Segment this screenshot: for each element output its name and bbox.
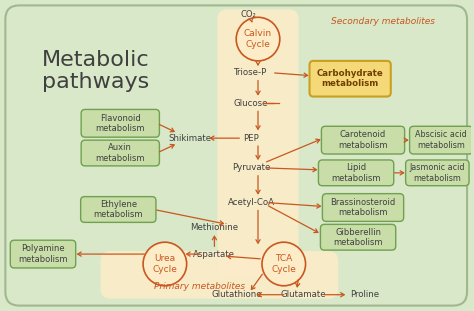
Text: Carotenoid
metabolism: Carotenoid metabolism — [338, 130, 388, 150]
Circle shape — [236, 17, 280, 61]
Text: Lipid
metabolism: Lipid metabolism — [331, 163, 381, 183]
Text: Aspartate: Aspartate — [193, 250, 236, 258]
FancyBboxPatch shape — [320, 224, 396, 250]
Text: Shikimate: Shikimate — [168, 134, 211, 143]
FancyBboxPatch shape — [81, 197, 156, 222]
Text: Metabolic
pathways: Metabolic pathways — [42, 50, 149, 91]
FancyBboxPatch shape — [410, 126, 473, 154]
Text: Glucose: Glucose — [234, 99, 268, 108]
Text: Urea
Cycle: Urea Cycle — [153, 254, 177, 274]
FancyBboxPatch shape — [321, 126, 405, 154]
FancyBboxPatch shape — [100, 251, 338, 299]
Circle shape — [143, 242, 187, 286]
Text: Secondary metabolites: Secondary metabolites — [331, 17, 435, 26]
Text: Triose-P: Triose-P — [235, 68, 268, 77]
Text: PEP: PEP — [243, 134, 259, 143]
Circle shape — [262, 242, 306, 286]
Text: CO₂: CO₂ — [240, 10, 256, 19]
Text: Calvin
Cycle: Calvin Cycle — [244, 29, 272, 49]
FancyBboxPatch shape — [5, 5, 467, 306]
Text: Pyruvate: Pyruvate — [232, 163, 270, 172]
Text: Ethylene
metabolism: Ethylene metabolism — [93, 200, 143, 219]
Text: Methionine: Methionine — [191, 223, 238, 232]
Text: Acetyl-CoA: Acetyl-CoA — [228, 198, 274, 207]
Text: Flavonoid
metabolism: Flavonoid metabolism — [96, 114, 145, 133]
Text: Primary metabolites: Primary metabolites — [154, 282, 245, 291]
FancyBboxPatch shape — [10, 240, 76, 268]
FancyBboxPatch shape — [310, 61, 391, 96]
Text: TCA
Cycle: TCA Cycle — [271, 254, 296, 274]
Text: Jasmonic acid
metabolism: Jasmonic acid metabolism — [410, 163, 465, 183]
Text: Polyamine
metabolism: Polyamine metabolism — [18, 244, 68, 264]
FancyBboxPatch shape — [218, 9, 299, 277]
Text: Brassinosteroid
metabolism: Brassinosteroid metabolism — [330, 198, 396, 217]
FancyBboxPatch shape — [319, 160, 394, 186]
Text: Gibberellin
metabolism: Gibberellin metabolism — [333, 228, 383, 247]
FancyBboxPatch shape — [322, 194, 404, 221]
FancyBboxPatch shape — [81, 140, 159, 166]
Text: Auxin
metabolism: Auxin metabolism — [96, 143, 145, 163]
Text: Abscisic acid
metabolism: Abscisic acid metabolism — [415, 130, 467, 150]
Text: Proline: Proline — [350, 290, 380, 299]
Text: Glutathione: Glutathione — [212, 290, 263, 299]
Text: Carbohydrate
metabolism: Carbohydrate metabolism — [317, 69, 383, 88]
Text: Glutamate: Glutamate — [281, 290, 327, 299]
FancyBboxPatch shape — [81, 109, 159, 137]
FancyBboxPatch shape — [406, 160, 469, 186]
